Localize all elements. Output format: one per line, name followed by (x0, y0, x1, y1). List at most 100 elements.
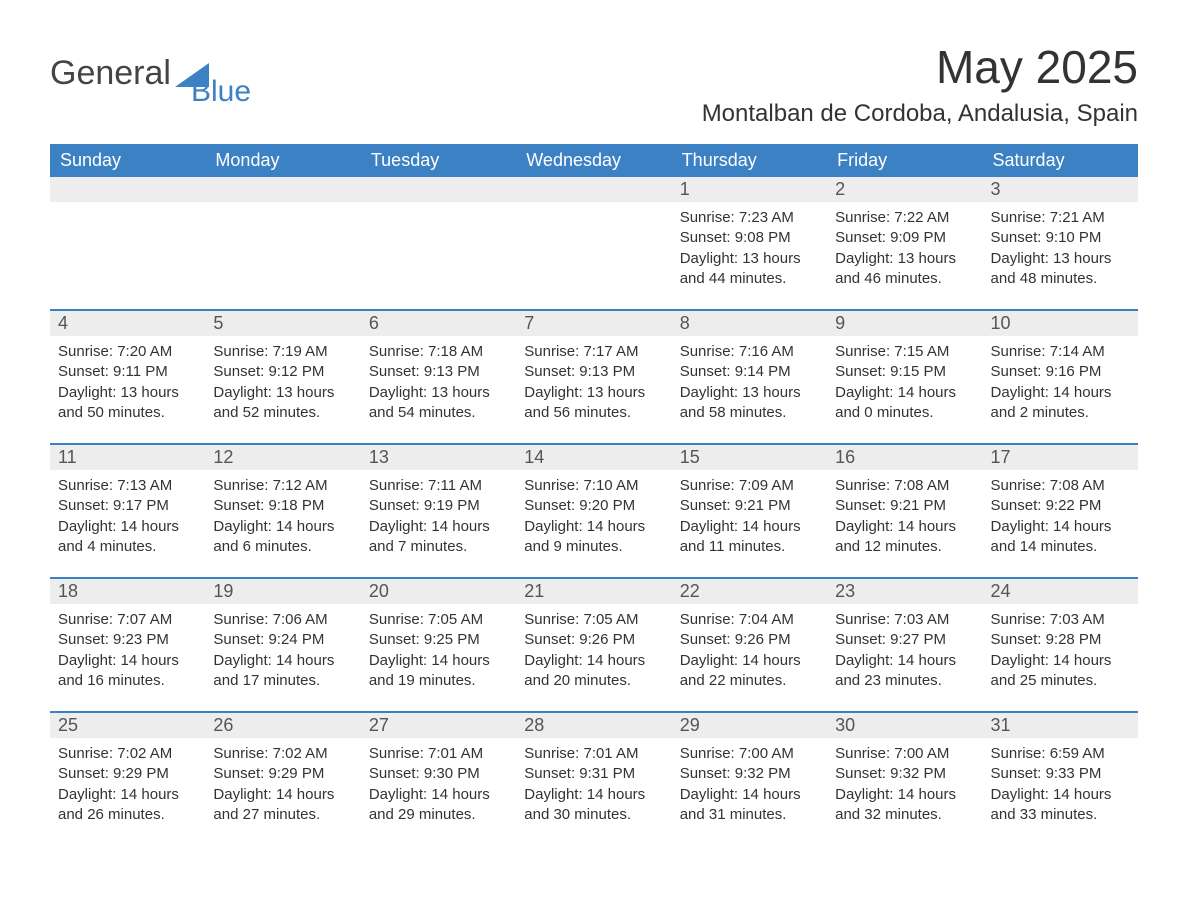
daylight-line: and 44 minutes. (680, 269, 819, 289)
sunrise-line: Sunrise: 7:08 AM (835, 476, 974, 496)
sunset-line: Sunset: 9:26 PM (524, 630, 663, 650)
sunset-line: Sunset: 9:19 PM (369, 496, 508, 516)
calendar-day-cell: 26Sunrise: 7:02 AMSunset: 9:29 PMDayligh… (205, 713, 360, 833)
sunrise-line: Sunrise: 7:00 AM (680, 744, 819, 764)
sunset-line: Sunset: 9:15 PM (835, 362, 974, 382)
brand-logo: General Blue (50, 40, 271, 93)
dow-header-cell: Wednesday (516, 144, 671, 177)
title-block: May 2025 Montalban de Cordoba, Andalusia… (702, 40, 1138, 138)
daylight-line: Daylight: 14 hours (58, 517, 197, 537)
day-number: 9 (827, 311, 982, 336)
sunset-line: Sunset: 9:20 PM (524, 496, 663, 516)
sunset-line: Sunset: 9:22 PM (991, 496, 1130, 516)
daylight-line: Daylight: 14 hours (369, 785, 508, 805)
sunset-line: Sunset: 9:30 PM (369, 764, 508, 784)
calendar-day-cell: 17Sunrise: 7:08 AMSunset: 9:22 PMDayligh… (983, 445, 1138, 565)
day-number: 7 (516, 311, 671, 336)
daylight-line: and 11 minutes. (680, 537, 819, 557)
daylight-line: Daylight: 13 hours (991, 249, 1130, 269)
day-body: Sunrise: 7:06 AMSunset: 9:24 PMDaylight:… (205, 604, 360, 691)
sunrise-line: Sunrise: 7:06 AM (213, 610, 352, 630)
day-body: Sunrise: 7:00 AMSunset: 9:32 PMDaylight:… (672, 738, 827, 825)
day-number: 20 (361, 579, 516, 604)
sunset-line: Sunset: 9:10 PM (991, 228, 1130, 248)
day-body: Sunrise: 7:16 AMSunset: 9:14 PMDaylight:… (672, 336, 827, 423)
day-number: 25 (50, 713, 205, 738)
daylight-line: and 9 minutes. (524, 537, 663, 557)
sunset-line: Sunset: 9:12 PM (213, 362, 352, 382)
sunset-line: Sunset: 9:18 PM (213, 496, 352, 516)
day-body: Sunrise: 7:11 AMSunset: 9:19 PMDaylight:… (361, 470, 516, 557)
sunrise-line: Sunrise: 7:05 AM (524, 610, 663, 630)
page-header: General Blue May 2025 Montalban de Cordo… (50, 40, 1138, 138)
daylight-line: Daylight: 14 hours (835, 785, 974, 805)
day-number: 22 (672, 579, 827, 604)
sunset-line: Sunset: 9:13 PM (369, 362, 508, 382)
dow-header-cell: Tuesday (361, 144, 516, 177)
daylight-line: Daylight: 13 hours (835, 249, 974, 269)
day-number: 11 (50, 445, 205, 470)
day-number: 13 (361, 445, 516, 470)
calendar-day-cell: 24Sunrise: 7:03 AMSunset: 9:28 PMDayligh… (983, 579, 1138, 699)
calendar-day-cell: 4Sunrise: 7:20 AMSunset: 9:11 PMDaylight… (50, 311, 205, 431)
calendar-day-cell: 25Sunrise: 7:02 AMSunset: 9:29 PMDayligh… (50, 713, 205, 833)
day-number (361, 177, 516, 202)
day-number: 19 (205, 579, 360, 604)
sunset-line: Sunset: 9:32 PM (835, 764, 974, 784)
calendar-day-cell (516, 177, 671, 297)
daylight-line: and 22 minutes. (680, 671, 819, 691)
sunset-line: Sunset: 9:32 PM (680, 764, 819, 784)
sunrise-line: Sunrise: 7:01 AM (524, 744, 663, 764)
calendar-day-cell: 23Sunrise: 7:03 AMSunset: 9:27 PMDayligh… (827, 579, 982, 699)
sunrise-line: Sunrise: 7:00 AM (835, 744, 974, 764)
sunset-line: Sunset: 9:27 PM (835, 630, 974, 650)
calendar-day-cell (361, 177, 516, 297)
day-body (516, 202, 671, 282)
calendar-day-cell: 21Sunrise: 7:05 AMSunset: 9:26 PMDayligh… (516, 579, 671, 699)
day-body: Sunrise: 7:08 AMSunset: 9:22 PMDaylight:… (983, 470, 1138, 557)
daylight-line: Daylight: 14 hours (991, 383, 1130, 403)
sunrise-line: Sunrise: 7:23 AM (680, 208, 819, 228)
dow-header-cell: Thursday (672, 144, 827, 177)
day-body: Sunrise: 7:02 AMSunset: 9:29 PMDaylight:… (50, 738, 205, 825)
day-body: Sunrise: 7:03 AMSunset: 9:28 PMDaylight:… (983, 604, 1138, 691)
calendar-day-cell (205, 177, 360, 297)
calendar-week-row: 11Sunrise: 7:13 AMSunset: 9:17 PMDayligh… (50, 443, 1138, 565)
sunrise-line: Sunrise: 7:20 AM (58, 342, 197, 362)
calendar-day-cell: 6Sunrise: 7:18 AMSunset: 9:13 PMDaylight… (361, 311, 516, 431)
day-number: 28 (516, 713, 671, 738)
calendar-week-row: 4Sunrise: 7:20 AMSunset: 9:11 PMDaylight… (50, 309, 1138, 431)
daylight-line: and 50 minutes. (58, 403, 197, 423)
dow-header-cell: Sunday (50, 144, 205, 177)
day-body: Sunrise: 7:10 AMSunset: 9:20 PMDaylight:… (516, 470, 671, 557)
brand-text-2: Blue (191, 75, 251, 109)
calendar-day-cell: 3Sunrise: 7:21 AMSunset: 9:10 PMDaylight… (983, 177, 1138, 297)
day-body: Sunrise: 7:05 AMSunset: 9:25 PMDaylight:… (361, 604, 516, 691)
day-body: Sunrise: 7:18 AMSunset: 9:13 PMDaylight:… (361, 336, 516, 423)
sunrise-line: Sunrise: 7:08 AM (991, 476, 1130, 496)
daylight-line: Daylight: 14 hours (213, 517, 352, 537)
sunset-line: Sunset: 9:25 PM (369, 630, 508, 650)
calendar-day-cell: 13Sunrise: 7:11 AMSunset: 9:19 PMDayligh… (361, 445, 516, 565)
daylight-line: Daylight: 14 hours (369, 651, 508, 671)
day-number: 27 (361, 713, 516, 738)
calendar-day-cell: 30Sunrise: 7:00 AMSunset: 9:32 PMDayligh… (827, 713, 982, 833)
daylight-line: Daylight: 14 hours (835, 383, 974, 403)
day-number: 1 (672, 177, 827, 202)
sunset-line: Sunset: 9:28 PM (991, 630, 1130, 650)
day-body: Sunrise: 7:23 AMSunset: 9:08 PMDaylight:… (672, 202, 827, 289)
calendar-day-cell: 2Sunrise: 7:22 AMSunset: 9:09 PMDaylight… (827, 177, 982, 297)
sunset-line: Sunset: 9:21 PM (680, 496, 819, 516)
calendar-day-cell: 7Sunrise: 7:17 AMSunset: 9:13 PMDaylight… (516, 311, 671, 431)
day-number: 3 (983, 177, 1138, 202)
day-number: 10 (983, 311, 1138, 336)
daylight-line: and 19 minutes. (369, 671, 508, 691)
calendar-day-cell: 10Sunrise: 7:14 AMSunset: 9:16 PMDayligh… (983, 311, 1138, 431)
dow-header-cell: Monday (205, 144, 360, 177)
day-body: Sunrise: 7:20 AMSunset: 9:11 PMDaylight:… (50, 336, 205, 423)
calendar-week-row: 1Sunrise: 7:23 AMSunset: 9:08 PMDaylight… (50, 177, 1138, 297)
day-body: Sunrise: 7:13 AMSunset: 9:17 PMDaylight:… (50, 470, 205, 557)
daylight-line: Daylight: 14 hours (835, 651, 974, 671)
sunset-line: Sunset: 9:08 PM (680, 228, 819, 248)
day-body: Sunrise: 7:01 AMSunset: 9:30 PMDaylight:… (361, 738, 516, 825)
